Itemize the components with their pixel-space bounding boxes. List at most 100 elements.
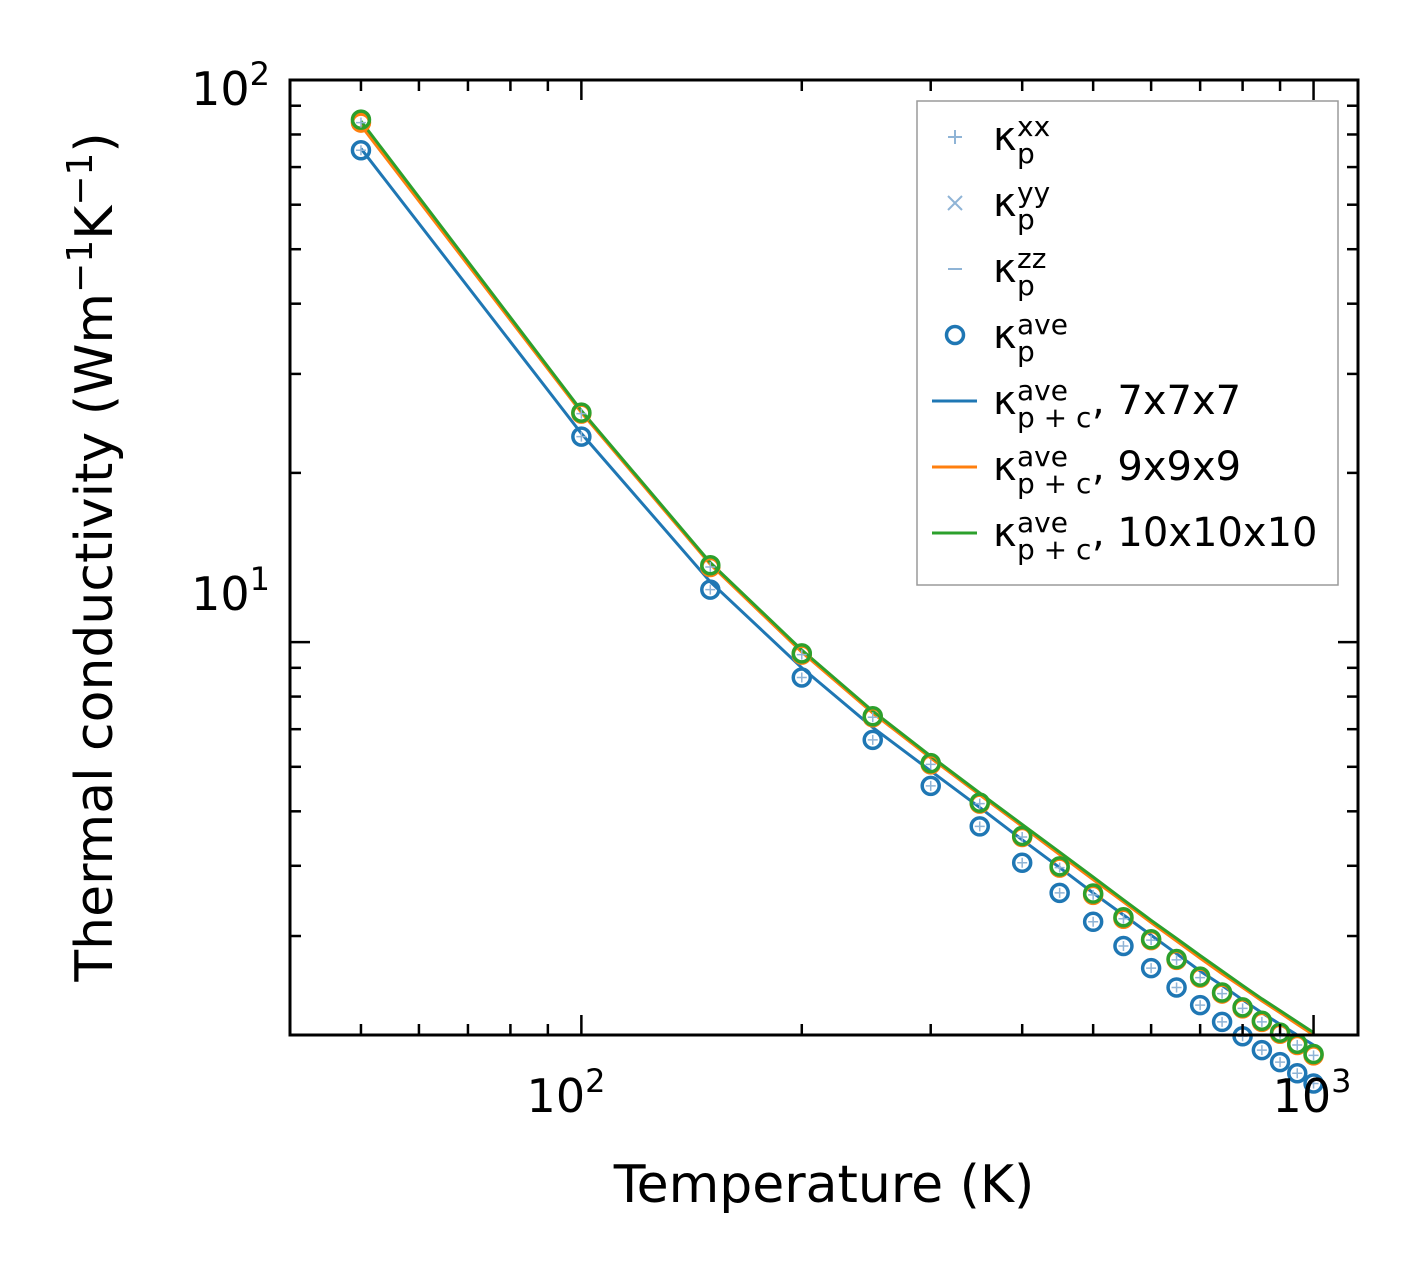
legend-frame <box>916 100 1339 586</box>
legend-label-kappa-yy: κyy p <box>993 176 1050 236</box>
data-point-circle <box>1113 906 1134 928</box>
y-tick-label-10: 101 <box>191 560 270 621</box>
data-point-circle <box>1303 1043 1324 1065</box>
data-point-circle <box>1049 856 1070 877</box>
data-point-plus <box>1195 972 1206 983</box>
data-point-plus <box>1292 1039 1303 1050</box>
data-point-circle <box>1082 911 1104 933</box>
data-point-circle <box>1251 1010 1273 1032</box>
data-point-circle <box>1232 997 1253 1018</box>
data-point-circle <box>1011 852 1033 874</box>
data-point-circle <box>1140 957 1162 979</box>
legend-label-kappa-pc-7: κave p + c, 7x7x7 <box>993 374 1241 434</box>
data-point-circle <box>862 729 883 751</box>
data-point-circle <box>969 816 990 837</box>
axis-ticks <box>288 78 1358 1037</box>
data-point-plus <box>1171 954 1182 965</box>
data-point-circle <box>350 139 372 161</box>
x-tick-label-100: 102 <box>527 1062 606 1123</box>
data-point-circle <box>862 706 883 727</box>
x-tick-label-1000: 103 <box>1273 1062 1352 1123</box>
data-point-plus <box>925 780 936 791</box>
legend-label-kappa-ave: κave p <box>993 308 1068 368</box>
data-point-plus <box>1308 1050 1319 1061</box>
legend-label-kappa-xx: κxx p <box>993 110 1050 170</box>
data-point-plus <box>1054 887 1065 898</box>
data-point-circle <box>571 426 592 447</box>
data-point-plus <box>796 649 807 660</box>
data-point-circle <box>700 555 721 576</box>
data-point-circle <box>1166 948 1187 970</box>
data-point-circle <box>1140 929 1162 950</box>
series-line <box>359 147 1315 1047</box>
data-point-plus <box>1171 982 1182 993</box>
data-point-plus <box>1237 1003 1248 1014</box>
data-point-circle <box>1189 966 1211 987</box>
data-point-plus <box>974 821 985 832</box>
legend: κxx p κyy p κzz p κave p κave p + c, 7x7x7 κa… <box>916 100 1339 586</box>
data-point-plus <box>355 117 366 128</box>
data-point-circle <box>920 752 941 774</box>
legend-plus-symbol <box>948 130 962 144</box>
data-point-plus <box>867 712 878 723</box>
data-point-circle <box>1011 825 1033 847</box>
data-point-plus <box>1017 857 1028 868</box>
data-point-circle <box>1251 1039 1273 1061</box>
data-point-circle <box>791 643 813 664</box>
data-point-plus <box>1217 988 1228 999</box>
data-point-plus <box>867 734 878 745</box>
legend-label-kappa-pc-9: κave p + c, 9x9x9 <box>993 440 1241 500</box>
data-point-circle <box>969 792 990 813</box>
plot-area <box>350 109 1324 1094</box>
data-point-plus <box>1308 1078 1319 1089</box>
data-point-plus <box>1118 913 1129 924</box>
data-point-plus <box>355 145 366 156</box>
data-point-circle <box>1189 994 1211 1016</box>
data-point-circle <box>1113 935 1134 957</box>
data-point-plus <box>796 672 807 683</box>
data-point-circle <box>350 109 372 130</box>
data-point-plus <box>1256 1016 1267 1027</box>
data-point-circle <box>1211 982 1233 1003</box>
plot-frame <box>288 78 1360 1037</box>
data-point-plus <box>1146 935 1157 946</box>
data-point-plus <box>1217 1016 1228 1027</box>
data-point-plus <box>1088 889 1099 900</box>
data-point-plus <box>1256 1045 1267 1056</box>
data-point-plus <box>1054 862 1065 873</box>
data-point-circle <box>791 667 813 688</box>
data-point-circle <box>920 775 941 797</box>
legend-x-symbol <box>947 195 963 211</box>
series-line <box>359 120 1315 1034</box>
data-point-circle <box>1303 1073 1324 1094</box>
data-point-plus <box>1292 1068 1303 1079</box>
data-point-plus <box>705 584 716 595</box>
data-point-plus <box>705 562 716 573</box>
data-point-circle <box>1049 882 1070 904</box>
series-line <box>359 124 1315 1037</box>
x-axis-label: Temperature (K) <box>613 1155 1035 1215</box>
data-point-plus <box>1017 832 1028 843</box>
legend-label-kappa-zz: κzz p <box>993 242 1046 302</box>
legend-symbols <box>932 130 977 535</box>
legend-circle-symbol <box>944 324 966 346</box>
legend-label-kappa-pc-10: κave p + c, 10x10x10 <box>993 506 1317 566</box>
data-point-circle <box>1286 1062 1308 1084</box>
data-point-circle <box>1166 977 1187 998</box>
data-point-plus <box>974 798 985 809</box>
data-point-circle <box>571 402 592 423</box>
y-tick-label-100: 102 <box>191 55 270 116</box>
data-point-plus <box>925 759 936 770</box>
data-point-plus <box>576 431 587 442</box>
data-point-circle <box>1269 1051 1291 1073</box>
data-point-circle <box>1082 883 1104 904</box>
data-point-plus <box>1118 940 1129 951</box>
data-point-plus <box>1146 963 1157 974</box>
data-point-plus <box>1088 916 1099 927</box>
data-point-plus <box>1195 1000 1206 1011</box>
data-point-plus <box>1275 1057 1286 1068</box>
data-point-circle <box>700 579 721 600</box>
data-point-circle <box>1211 1011 1233 1033</box>
data-point-plus <box>576 408 587 419</box>
